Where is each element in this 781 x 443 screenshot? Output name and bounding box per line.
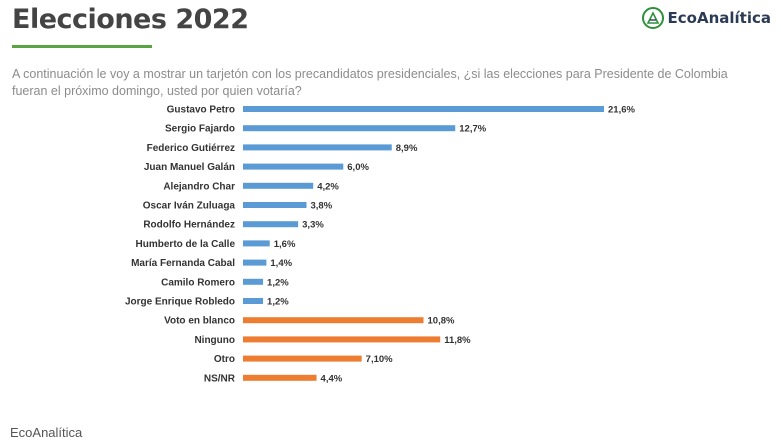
bar-oscar-ivan-zuluaga — [243, 202, 307, 208]
ecoanalitica-logo-icon — [641, 7, 664, 29]
value-label-jorge-enrique-robledo: 1,2% — [267, 297, 289, 308]
category-label-gustavo-petro: Gustavo Petro — [167, 105, 235, 116]
value-label-ns-nr: 4,4% — [321, 373, 343, 384]
logo-text: EcoAnalítica — [667, 9, 771, 27]
value-label-alejandro-char: 4,2% — [317, 181, 339, 192]
category-label-rodolfo-hernandez: Rodolfo Hernández — [143, 220, 235, 231]
bar-sergio-fajardo — [243, 125, 456, 132]
bar-gustavo-petro — [243, 106, 604, 112]
page-title: Elecciones 2022 — [12, 4, 249, 35]
value-label-rodolfo-hernandez: 3,3% — [302, 220, 324, 231]
category-label-sergio-fajardo: Sergio Fajardo — [165, 124, 235, 135]
category-label-alejandro-char: Alejandro Char — [163, 181, 235, 192]
value-label-voto-en-blanco: 10,8% — [428, 316, 455, 327]
value-label-ninguno: 11,8% — [444, 335, 471, 346]
bar-otro — [243, 355, 362, 362]
category-label-federico-gutierrez: Federico Gutiérrez — [147, 143, 235, 154]
bar-juan-manuel-galan — [243, 163, 344, 170]
value-label-maria-fernanda-cabal: 1,4% — [270, 258, 292, 269]
bar-ninguno — [243, 336, 441, 343]
value-label-humberto-de-la-calle: 1,6% — [274, 239, 296, 250]
category-label-ns-nr: NS/NR — [204, 373, 236, 384]
category-label-jorge-enrique-robledo: Jorge Enrique Robledo — [125, 297, 235, 308]
bar-alejandro-char — [243, 182, 314, 189]
bar-jorge-enrique-robledo — [243, 298, 264, 304]
category-label-oscar-ivan-zuluaga: Oscar Iván Zuluaga — [143, 201, 236, 212]
category-label-camilo-romero: Camilo Romero — [161, 277, 235, 288]
category-label-voto-en-blanco: Voto en blanco — [164, 316, 235, 327]
category-label-humberto-de-la-calle: Humberto de la Calle — [136, 239, 236, 250]
bar-ns-nr — [243, 374, 317, 381]
value-label-juan-manuel-galan: 6,0% — [347, 162, 369, 173]
bar-federico-gutierrez — [243, 144, 392, 151]
title-underline — [12, 45, 152, 48]
value-label-gustavo-petro: 21,6% — [608, 105, 635, 116]
bar-rodolfo-hernandez — [243, 221, 299, 228]
category-label-maria-fernanda-cabal: María Fernanda Cabal — [131, 258, 235, 269]
value-label-oscar-ivan-zuluaga: 3,8% — [311, 201, 333, 212]
category-label-ninguno: Ninguno — [194, 335, 235, 346]
slide: Elecciones 2022 EcoAnalítica A continuac… — [12, 4, 771, 385]
image-caption: EcoAnalítica — [10, 425, 83, 440]
value-label-otro: 7,10% — [366, 354, 393, 365]
logo: EcoAnalítica — [641, 7, 771, 29]
bar-camilo-romero — [243, 278, 264, 285]
survey-question: A continuación le voy a mostrar un tarje… — [12, 67, 728, 98]
value-label-camilo-romero: 1,2% — [267, 277, 289, 288]
bar-maria-fernanda-cabal — [243, 259, 267, 266]
category-label-otro: Otro — [214, 354, 235, 365]
value-label-federico-gutierrez: 8,9% — [396, 143, 418, 154]
value-label-sergio-fajardo: 12,7% — [459, 124, 486, 135]
category-label-juan-manuel-galan: Juan Manuel Galán — [144, 162, 235, 173]
bar-chart: Gustavo Petro 21,6% Sergio Fajardo 12,7% Fed… — [125, 105, 636, 385]
bar-voto-en-blanco — [243, 317, 424, 324]
bar-humberto-de-la-calle — [243, 240, 270, 247]
